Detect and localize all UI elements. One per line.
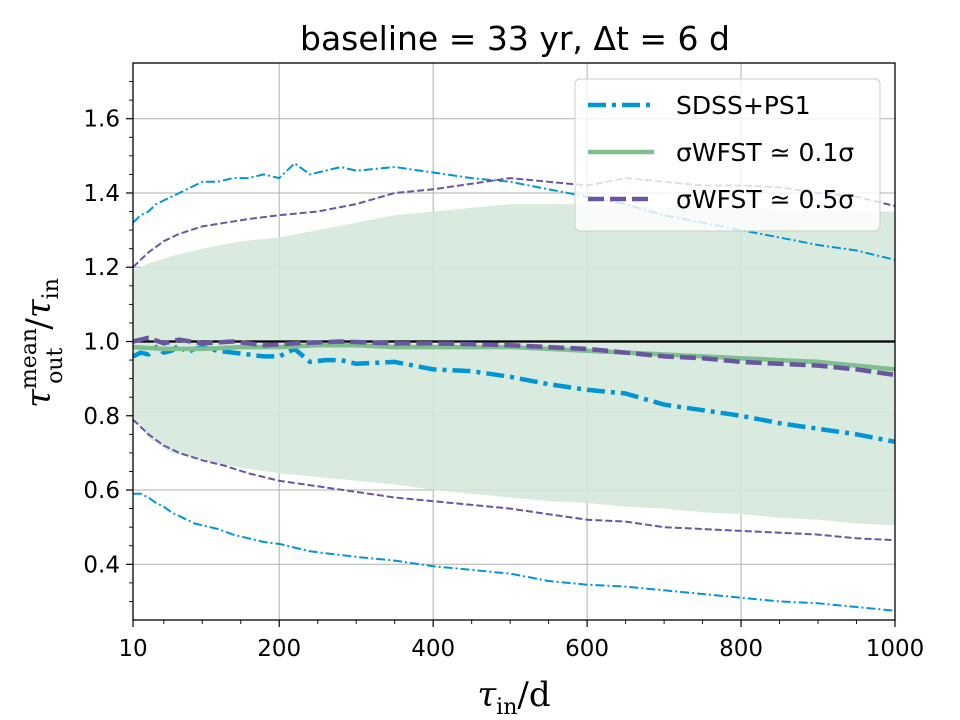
y-tick-labels: 0.4 0.6 0.8 1.0 1.2 1.4 1.6 — [83, 107, 120, 579]
y-tick-label: 0.6 — [83, 478, 120, 504]
x-axis-label: τin/d — [477, 675, 550, 720]
legend: SDSS+PS1 σWFST ≃ 0.1σ σWFST ≃ 0.5σ — [574, 78, 881, 232]
x-tick-label: 600 — [565, 636, 609, 662]
legend-label-sdss: SDSS+PS1 — [676, 91, 811, 120]
y-tick-label: 1.6 — [83, 107, 120, 133]
x-tick-labels: 10 200 400 600 800 1000 — [118, 636, 924, 662]
chart-title: baseline = 33 yr, Δt = 6 d — [300, 19, 730, 58]
y-axis-label: τmeanout/τin — [17, 278, 68, 408]
y-tick-label: 1.2 — [83, 255, 120, 281]
y-tick-label: 0.8 — [83, 404, 120, 430]
band-layer — [133, 204, 895, 526]
y-tick-label: 1.0 — [83, 330, 120, 356]
tick-marks — [126, 81, 896, 627]
series-layer — [132, 162, 896, 612]
x-tick-label: 10 — [118, 636, 147, 662]
series-line-wfst05-mean — [132, 335, 896, 378]
plot-area — [126, 62, 896, 627]
legend-label-wfst05: σWFST ≃ 0.5σ — [676, 185, 854, 214]
series-line-sdss-bound-lower — [133, 492, 896, 612]
x-tick-label: 400 — [411, 636, 455, 662]
x-tick-label: 800 — [719, 636, 763, 662]
y-tick-label: 1.4 — [83, 181, 120, 207]
wfst01-spread-band — [133, 204, 895, 526]
legend-label-wfst01: σWFST ≃ 0.1σ — [676, 138, 854, 167]
y-tick-label: 0.4 — [83, 552, 120, 578]
x-tick-label: 200 — [257, 636, 301, 662]
series-line-wfst05-bound-lower — [132, 418, 896, 542]
legend-frame — [574, 78, 881, 232]
x-tick-label: 1000 — [866, 636, 925, 662]
